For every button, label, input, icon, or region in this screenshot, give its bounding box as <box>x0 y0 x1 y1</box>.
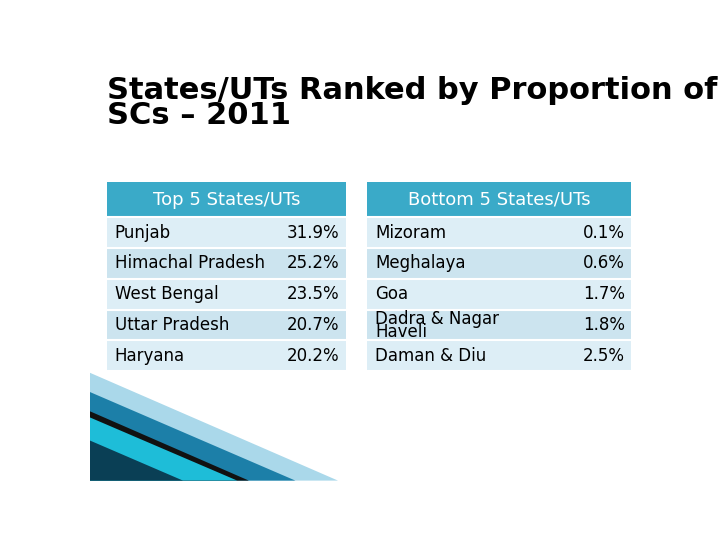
Text: 20.7%: 20.7% <box>287 316 340 334</box>
Bar <box>107 309 346 340</box>
Text: Uttar Pradesh: Uttar Pradesh <box>114 316 229 334</box>
Polygon shape <box>90 411 249 481</box>
Text: 1.8%: 1.8% <box>582 316 625 334</box>
Text: Top 5 States/UTs: Top 5 States/UTs <box>153 191 300 208</box>
Text: 25.2%: 25.2% <box>287 254 340 273</box>
Bar <box>107 340 346 372</box>
Polygon shape <box>90 417 238 481</box>
Text: Mizoram: Mizoram <box>375 224 446 242</box>
Bar <box>107 248 346 279</box>
Bar <box>107 279 346 309</box>
Text: Himachal Pradesh: Himachal Pradesh <box>114 254 265 273</box>
Text: 31.9%: 31.9% <box>287 224 340 242</box>
Text: 0.6%: 0.6% <box>583 254 625 273</box>
Bar <box>107 182 346 217</box>
Text: 23.5%: 23.5% <box>287 285 340 303</box>
Polygon shape <box>90 373 338 481</box>
Text: 0.1%: 0.1% <box>582 224 625 242</box>
Text: Haryana: Haryana <box>114 347 185 365</box>
Text: States/UTs Ranked by Proportion of: States/UTs Ranked by Proportion of <box>107 76 717 105</box>
Text: West Bengal: West Bengal <box>114 285 218 303</box>
Text: Haveli: Haveli <box>375 323 427 341</box>
Text: 1.7%: 1.7% <box>582 285 625 303</box>
Text: Daman & Diu: Daman & Diu <box>375 347 487 365</box>
Text: Goa: Goa <box>375 285 408 303</box>
Polygon shape <box>90 441 183 481</box>
Bar <box>367 340 631 372</box>
Bar <box>367 182 631 217</box>
Bar <box>367 279 631 309</box>
Text: 20.2%: 20.2% <box>287 347 340 365</box>
Bar <box>107 217 346 248</box>
Text: Meghalaya: Meghalaya <box>375 254 466 273</box>
Bar <box>367 248 631 279</box>
Text: Punjab: Punjab <box>114 224 171 242</box>
Text: Dadra & Nagar: Dadra & Nagar <box>375 310 499 328</box>
Polygon shape <box>90 392 295 481</box>
Text: 2.5%: 2.5% <box>582 347 625 365</box>
Bar <box>367 217 631 248</box>
Text: SCs – 2011: SCs – 2011 <box>107 101 291 130</box>
Text: Bottom 5 States/UTs: Bottom 5 States/UTs <box>408 191 590 208</box>
Bar <box>367 309 631 340</box>
